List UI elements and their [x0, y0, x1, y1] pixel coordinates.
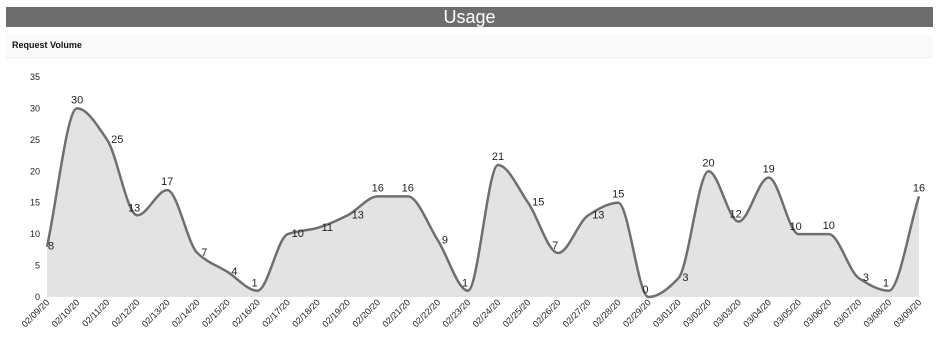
data-label: 1 [462, 278, 468, 290]
data-label: 19 [763, 164, 775, 176]
data-label: 1 [251, 278, 257, 290]
data-label: 20 [702, 157, 714, 169]
x-tick-label: 02/19/20 [320, 297, 352, 329]
x-tick-label: 02/29/20 [621, 297, 653, 329]
x-tick-label: 02/09/20 [20, 297, 52, 329]
data-label: 15 [612, 189, 624, 201]
data-label: 4 [231, 266, 237, 278]
x-tick-label: 02/23/20 [441, 297, 473, 329]
data-label: 3 [682, 272, 688, 284]
data-label: 15 [532, 197, 544, 209]
chart-subtitle: Request Volume [12, 40, 82, 50]
y-tick-label: 25 [30, 135, 40, 145]
x-tick-label: 03/03/20 [711, 297, 743, 329]
x-tick-label: 02/20/20 [350, 297, 382, 329]
area-fill [47, 108, 919, 298]
data-label: 10 [790, 221, 802, 233]
data-label: 25 [111, 134, 123, 146]
x-tick-label: 03/04/20 [741, 297, 773, 329]
data-label: 17 [161, 176, 173, 188]
x-tick-label: 02/18/20 [290, 297, 322, 329]
data-label: 12 [729, 209, 741, 221]
x-tick-label: 02/25/20 [501, 297, 533, 329]
section-header [6, 35, 933, 58]
y-tick-label: 10 [30, 229, 40, 239]
data-label: 8 [48, 241, 54, 253]
y-tick-label: 5 [35, 261, 40, 271]
x-axis: 02/09/2002/10/2002/11/2002/12/2002/13/20… [20, 297, 924, 329]
x-tick-label: 03/08/20 [861, 297, 893, 329]
x-tick-label: 02/22/20 [410, 297, 442, 329]
data-label: 10 [823, 220, 835, 232]
x-tick-label: 02/26/20 [531, 297, 563, 329]
x-tick-label: 03/02/20 [681, 297, 713, 329]
data-label: 21 [492, 151, 504, 163]
y-tick-label: 15 [30, 198, 40, 208]
x-tick-label: 02/11/20 [80, 297, 111, 328]
x-tick-label: 02/15/20 [200, 297, 232, 329]
x-tick-label: 02/17/20 [260, 297, 292, 329]
x-tick-label: 03/06/20 [801, 297, 833, 329]
x-tick-label: 02/14/20 [170, 297, 202, 329]
data-label: 16 [372, 182, 384, 194]
data-label: 3 [863, 272, 869, 284]
data-label: 7 [201, 247, 207, 259]
x-tick-label: 02/10/20 [50, 297, 82, 329]
data-label: 10 [292, 228, 304, 240]
series-line [45, 107, 921, 299]
x-tick-label: 03/05/20 [771, 297, 803, 329]
data-label: 30 [71, 94, 83, 106]
page-title: Usage [6, 7, 933, 27]
data-label: 16 [402, 182, 414, 194]
data-label: 9 [442, 234, 448, 246]
x-tick-label: 02/24/20 [471, 297, 503, 329]
x-tick-label: 02/16/20 [230, 297, 262, 329]
y-tick-label: 0 [35, 292, 40, 302]
x-tick-label: 03/07/20 [831, 297, 863, 329]
y-tick-label: 30 [30, 103, 40, 113]
data-label: 7 [552, 240, 558, 252]
x-tick-label: 03/09/20 [892, 297, 924, 329]
x-tick-label: 02/13/20 [140, 297, 172, 329]
x-tick-label: 02/28/20 [591, 297, 623, 329]
data-label: 13 [592, 209, 604, 221]
x-tick-label: 02/27/20 [561, 297, 593, 329]
x-tick-label: 03/01/20 [651, 297, 683, 329]
data-label: 11 [322, 222, 333, 234]
y-axis: 0 5 10 15 20 25 30 35 [30, 72, 40, 302]
x-tick-label: 02/21/20 [380, 297, 412, 329]
data-label: 13 [128, 202, 140, 214]
data-label: 16 [913, 182, 925, 194]
x-tick-label: 02/12/20 [110, 297, 142, 329]
y-tick-label: 35 [30, 72, 40, 82]
data-label: 1 [883, 278, 889, 290]
y-tick-label: 20 [30, 166, 40, 176]
data-label: 13 [352, 209, 364, 221]
data-label: 0 [642, 284, 648, 296]
